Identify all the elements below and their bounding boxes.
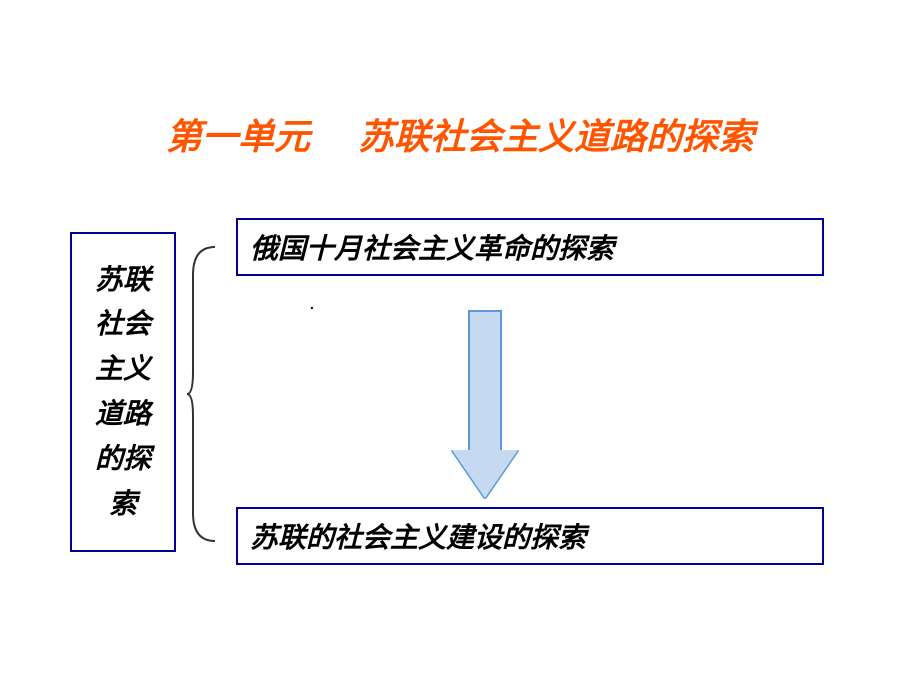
down-arrow-body-icon <box>468 310 502 450</box>
bottom-branch-box: 苏联的社会主义建设的探索 <box>236 507 824 565</box>
unit-title: 苏联社会主义道路的探索 <box>358 108 754 160</box>
vertical-topic-box: 苏联 社会 主义 道路 的探 索 <box>70 232 176 552</box>
vertical-line-1: 苏联 <box>95 258 151 303</box>
vertical-line-5: 的探 <box>95 437 151 482</box>
down-arrow-head-icon <box>452 450 518 498</box>
vertical-line-6: 索 <box>109 482 137 527</box>
top-branch-box: 俄国十月社会主义革命的探索 <box>236 218 824 276</box>
center-dot: . <box>310 292 316 315</box>
left-brace-icon <box>185 245 217 543</box>
unit-label: 第一单元 <box>166 108 310 160</box>
vertical-line-2: 社会 <box>95 302 151 347</box>
title-row: 第一单元 苏联社会主义道路的探索 <box>0 108 920 160</box>
vertical-line-4: 道路 <box>95 392 151 437</box>
bottom-branch-text: 苏联的社会主义建设的探索 <box>250 516 586 556</box>
top-branch-text: 俄国十月社会主义革命的探索 <box>250 227 614 267</box>
vertical-line-3: 主义 <box>95 347 151 392</box>
